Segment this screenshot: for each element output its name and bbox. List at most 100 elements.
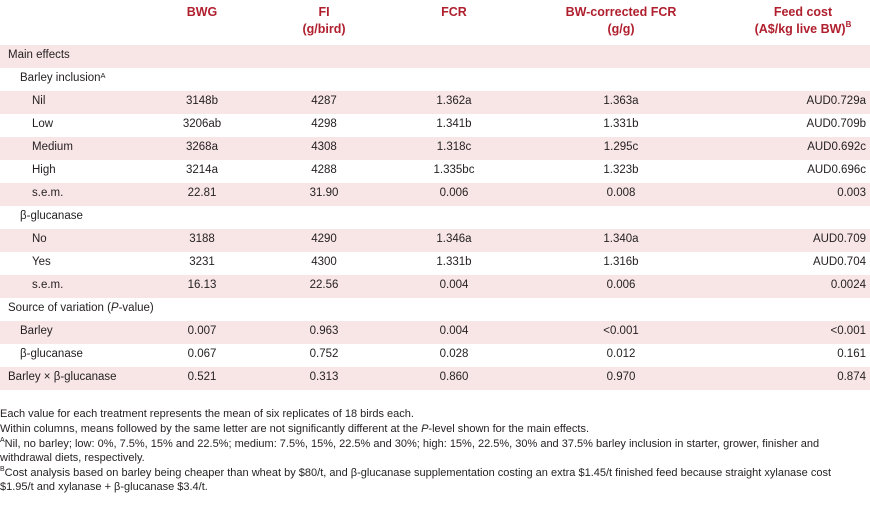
cell-fi: 4300 (311, 256, 337, 268)
table-row: High 3214a 4288 1.335bc 1.323b AUD0.696c (0, 160, 870, 183)
row-label: Yes (32, 256, 51, 268)
cell-fcr: 1.331b (436, 256, 472, 268)
footnote-b: BCost analysis based on barley being che… (0, 466, 832, 493)
table-header: BWG FI (g/bird) FCR BW-corrected FCR (g/… (0, 0, 870, 42)
header-fi-label: FI (318, 5, 330, 19)
cell-feed-cost: 0.003 (837, 187, 866, 199)
table-row: β-glucanase 0.067 0.752 0.028 0.012 0.16… (0, 344, 870, 367)
row-label: High (32, 164, 56, 176)
cell-fcr: 0.860 (439, 371, 469, 383)
subsection-label: β-glucanase (20, 210, 83, 222)
cell-feed-cost: AUD0.696c (807, 164, 866, 176)
cell-bwg: 0.007 (187, 325, 217, 337)
cell-bwg: 3188 (189, 233, 215, 245)
footnote-replicates: Each value for each treatment represents… (0, 408, 414, 420)
section-label: Source of variation (P-value) (8, 302, 154, 314)
cell-fi: 4287 (311, 95, 337, 107)
header-fi: FI (g/bird) (272, 4, 376, 38)
cell-bwg: 3214a (186, 164, 218, 176)
cell-fi: 4298 (311, 118, 337, 130)
header-bw-fcr-unit: (g/g) (607, 22, 635, 36)
header-feed-cost: Feed cost (A$/kg live BW)B (740, 4, 866, 38)
cell-feed-cost: AUD0.709 (812, 233, 866, 245)
table-row: s.e.m. 22.81 31.90 0.006 0.008 0.003 (0, 183, 870, 206)
table-row: Barley × β-glucanase 0.521 0.313 0.860 0… (0, 367, 870, 390)
cell-bw-fcr: 0.970 (606, 371, 636, 383)
cell-fcr: 1.346a (436, 233, 472, 245)
cell-bw-fcr: 0.008 (606, 187, 636, 199)
cell-bw-fcr: 1.316b (603, 256, 639, 268)
cell-fcr: 0.006 (439, 187, 469, 199)
cell-bwg: 0.067 (187, 348, 217, 360)
row-label: β-glucanase (20, 348, 83, 360)
footnote-a: ANil, no barley; low: 0%, 7.5%, 15% and … (0, 437, 820, 464)
cell-bwg: 3206ab (182, 118, 222, 130)
table-row: Medium 3268a 4308 1.318c 1.295c AUD0.692… (0, 137, 870, 160)
header-bw-fcr: BW-corrected FCR (g/g) (550, 4, 692, 38)
cell-fi: 4290 (311, 233, 337, 245)
cell-fcr: 0.004 (439, 279, 469, 291)
table-row: s.e.m. 16.13 22.56 0.004 0.006 0.0024 (0, 275, 870, 298)
cell-fcr: 1.362a (436, 95, 472, 107)
cell-fcr: 0.028 (439, 348, 469, 360)
cell-bw-fcr: 1.363a (603, 95, 639, 107)
cell-fcr: 1.341b (436, 118, 472, 130)
subsection-b-glucanase: β-glucanase (0, 206, 870, 229)
cell-bw-fcr: <0.001 (603, 325, 639, 337)
header-fcr-label: FCR (441, 5, 467, 19)
table-body: Main effects Barley inclusionA Nil 3148b… (0, 45, 870, 390)
header-feed-cost-label: Feed cost (773, 5, 833, 19)
header-bw-fcr-label: BW-corrected FCR (565, 5, 677, 19)
cell-feed-cost: AUD0.709b (806, 118, 866, 130)
cell-bwg: 0.521 (187, 371, 217, 383)
row-label: Low (32, 118, 54, 130)
cell-fi: 31.90 (309, 187, 339, 199)
row-label: Barley × β-glucanase (8, 371, 117, 383)
cell-fi: 0.963 (309, 325, 339, 337)
cell-fi: 0.752 (309, 348, 339, 360)
header-feed-cost-unit: (A$/kg live BW)B (754, 20, 852, 37)
cell-feed-cost: AUD0.704 (812, 256, 866, 268)
cell-bw-fcr: 0.006 (606, 279, 636, 291)
cell-bw-fcr: 1.295c (603, 141, 639, 153)
cell-bwg: 3268a (186, 141, 218, 153)
subsection-barley-inclusion: Barley inclusionA (0, 68, 870, 91)
cell-feed-cost: 0.874 (837, 371, 866, 383)
row-label: No (32, 233, 47, 245)
cell-fi: 22.56 (309, 279, 339, 291)
cell-bw-fcr: 0.012 (606, 348, 636, 360)
table-row: Low 3206ab 4298 1.341b 1.331b AUD0.709b (0, 114, 870, 137)
section-main-effects: Main effects (0, 45, 870, 68)
row-label: s.e.m. (32, 187, 64, 199)
footnote-significance: Within columns, means followed by the sa… (0, 423, 590, 435)
cell-bw-fcr: 1.323b (603, 164, 639, 176)
cell-feed-cost: AUD0.729a (806, 95, 866, 107)
row-label: Medium (32, 141, 73, 153)
cell-bw-fcr: 1.340a (603, 233, 639, 245)
cell-feed-cost: AUD0.692c (807, 141, 866, 153)
cell-fi: 4308 (311, 141, 337, 153)
cell-bwg: 3148b (186, 95, 218, 107)
cell-fcr: 0.004 (439, 325, 469, 337)
cell-fi: 4288 (311, 164, 337, 176)
header-fi-unit: (g/bird) (302, 22, 346, 36)
table-row: No 3188 4290 1.346a 1.340a AUD0.709 (0, 229, 870, 252)
table-row: Nil 3148b 4287 1.362a 1.363a AUD0.729a (0, 91, 870, 114)
cell-fcr: 1.318c (436, 141, 472, 153)
table-row: Yes 3231 4300 1.331b 1.316b AUD0.704 (0, 252, 870, 275)
cell-fcr: 1.335bc (433, 164, 475, 176)
table-row: Barley 0.007 0.963 0.004 <0.001 <0.001 (0, 321, 870, 344)
cell-bwg: 16.13 (187, 279, 217, 291)
cell-feed-cost: 0.0024 (830, 279, 866, 291)
cell-bw-fcr: 1.331b (603, 118, 639, 130)
cell-bwg: 22.81 (187, 187, 217, 199)
row-label: Nil (32, 95, 46, 107)
header-bwg: BWG (150, 4, 254, 21)
section-label: Main effects (8, 49, 70, 61)
row-label: s.e.m. (32, 279, 64, 291)
row-label: Barley (20, 325, 53, 337)
header-fcr: FCR (402, 4, 506, 21)
cell-feed-cost: 0.161 (837, 348, 866, 360)
subsection-label: Barley inclusionA (20, 71, 106, 85)
cell-fi: 0.313 (309, 371, 339, 383)
